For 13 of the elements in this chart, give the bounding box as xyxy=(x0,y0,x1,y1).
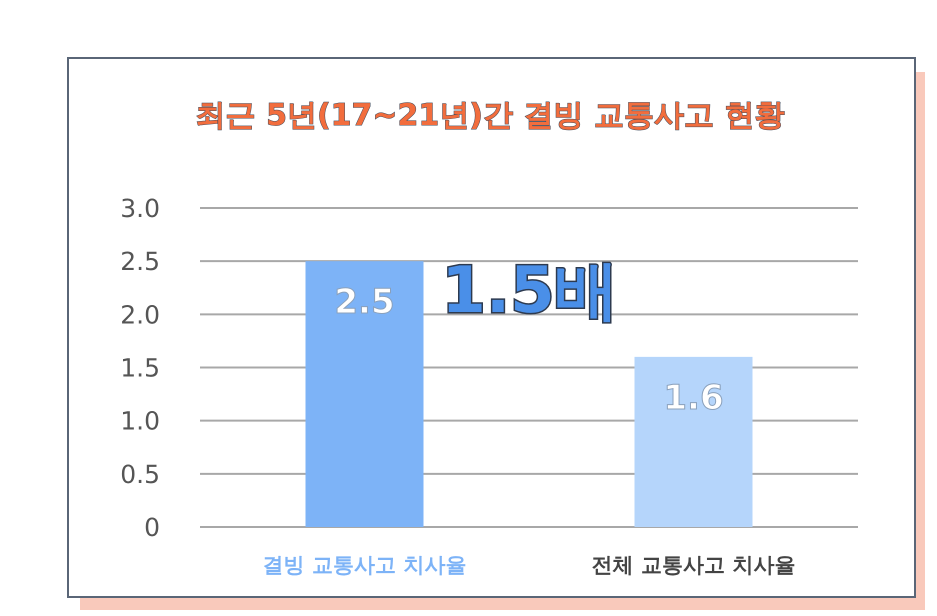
y-tick-label: 3.0 xyxy=(120,194,160,223)
y-tick-label: 2.0 xyxy=(120,300,160,330)
data-label: 2.5 xyxy=(334,282,395,322)
y-tick-label: 0 xyxy=(144,513,160,542)
y-tick-label: 2.5 xyxy=(120,247,160,276)
x-tick-label: 결빙 교통사고 치사율 xyxy=(262,553,466,577)
y-tick-label: 1.0 xyxy=(120,406,160,436)
data-label: 1.6 xyxy=(663,378,724,418)
y-tick-label: 0.5 xyxy=(120,460,160,489)
y-tick-label: 1.5 xyxy=(120,354,160,382)
x-tick-label: 전체 교통사고 치사율 xyxy=(592,553,796,577)
chart-title: 최근 5년(17~21년)간 결빙 교통사고 현황 xyxy=(196,98,784,133)
annotation: 1.5배 xyxy=(441,254,619,328)
